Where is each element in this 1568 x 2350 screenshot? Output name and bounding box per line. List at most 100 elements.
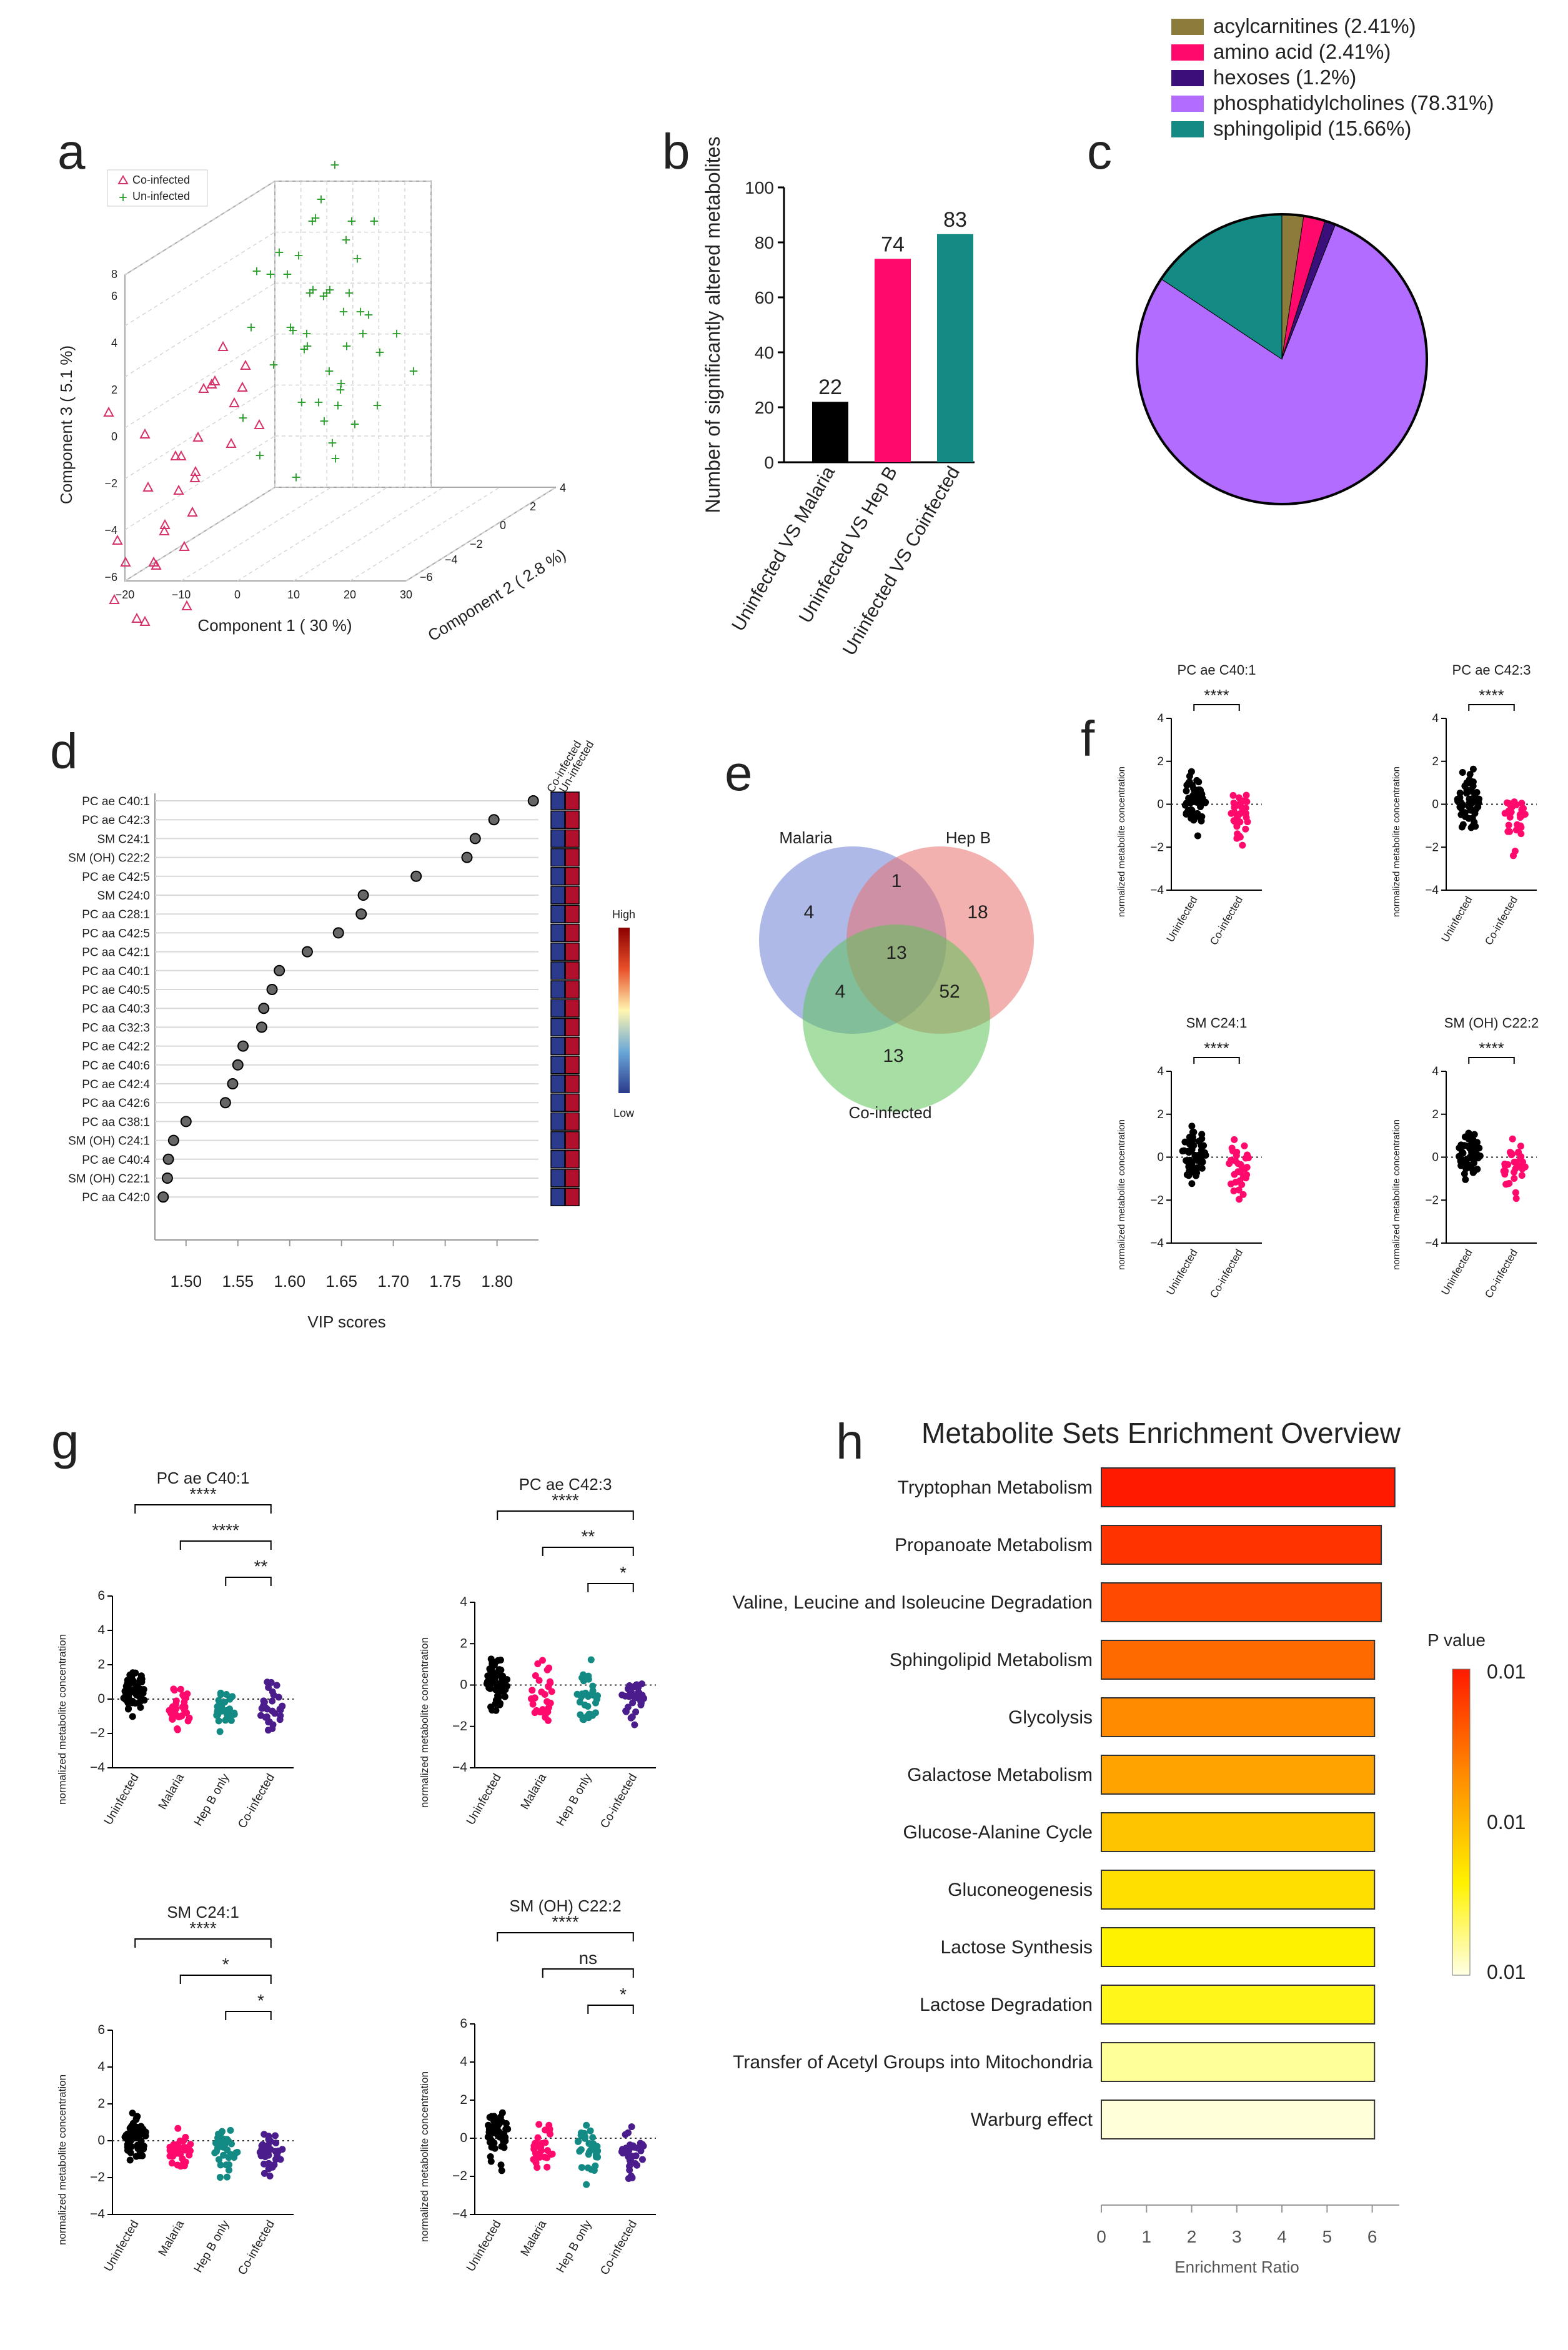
heatmap-cell-un-infected (565, 867, 580, 886)
point-un-infected: + (347, 212, 356, 231)
y-tick-label: 2 (460, 2093, 467, 2107)
data-point (261, 1698, 268, 1706)
data-point (528, 1687, 536, 1694)
data-point (627, 1714, 635, 1722)
data-point (138, 1678, 146, 1686)
significance-label: **** (189, 1484, 217, 1504)
data-point (1472, 1152, 1480, 1159)
heatmap-cell-un-infected (565, 905, 580, 923)
panel-letter-g: g (51, 1414, 79, 1469)
point-un-infected: + (319, 287, 328, 305)
significance-label: **** (552, 1490, 579, 1510)
data-point (593, 1695, 600, 1703)
group-label: Malaria (156, 1772, 187, 1812)
data-point (1472, 805, 1480, 813)
point-co-infected (229, 397, 240, 407)
data-point (1237, 1161, 1244, 1168)
data-point (587, 1691, 594, 1698)
group-label: Hep B only (554, 2218, 595, 2275)
vip-point (469, 833, 481, 845)
venn-label-malaria: Malaria (779, 828, 833, 847)
group-label: Uninfected (1439, 895, 1475, 944)
data-point (1189, 1128, 1196, 1136)
data-point (1196, 788, 1204, 796)
data-point (497, 2161, 505, 2169)
metabolite-label: PC ae C42:3 (82, 814, 150, 827)
y-tick-label: −4 (90, 1760, 105, 1775)
group-label: Co-infected (236, 1772, 277, 1831)
y-tick-label: 2 (1432, 1108, 1439, 1121)
heatmap-cell-un-infected (565, 1169, 580, 1187)
data-point (221, 2135, 228, 2143)
data-point (174, 2161, 181, 2169)
x-tick-label: 1.50 (170, 1272, 202, 1291)
data-point (172, 1711, 179, 1718)
heatmap-cell-co-infected (550, 886, 565, 905)
colorbar-label-top: 0.01 (1487, 1660, 1526, 1683)
metabolite-label: PC aa C40:3 (82, 1003, 150, 1016)
subplot-title: SM (OH) C22:2 (509, 1896, 621, 1915)
data-point (535, 1677, 543, 1684)
significance-bracket (497, 1932, 634, 1941)
data-point (1179, 1148, 1186, 1155)
data-point (640, 2142, 647, 2149)
grid-line (124, 282, 275, 377)
data-point (218, 1707, 226, 1715)
vip-point (266, 984, 278, 995)
significance-label: * (620, 1985, 627, 2004)
heatmap-cell-co-infected (550, 1131, 565, 1150)
significance-bracket (542, 1547, 634, 1556)
y-axis-label: normalized metabolite concentration (56, 1634, 68, 1805)
data-point (266, 2173, 274, 2180)
group-label: Co-infected (1482, 1247, 1520, 1301)
point-co-infected (209, 375, 221, 385)
point-co-infected (173, 484, 184, 495)
bar-2 (875, 259, 911, 462)
point-co-infected (120, 556, 131, 567)
x-tick-label: 1.65 (325, 1272, 357, 1291)
panel-a-legend: Co-infected + Un-infected (107, 169, 208, 207)
point-un-infected: + (302, 324, 311, 343)
data-point (265, 2151, 272, 2159)
y-tick: 4 (560, 482, 566, 494)
data-point (587, 2166, 595, 2173)
data-point (1512, 1189, 1519, 1196)
venn-label-coinfected: Co-infected (849, 1103, 932, 1122)
subplot-title: PC ae C42:3 (1452, 662, 1531, 678)
heatmap-cell-un-infected (565, 1150, 580, 1169)
data-point (580, 1677, 587, 1685)
metabolite-label: PC aa C32:3 (82, 1021, 150, 1034)
point-un-infected: + (358, 324, 367, 343)
x-tick-label: 4 (1277, 2227, 1287, 2246)
data-point (1243, 1164, 1251, 1171)
y-tick-label: −4 (90, 2207, 105, 2221)
subplot-title: PC ae C42:3 (519, 1475, 612, 1494)
data-point (499, 2136, 507, 2143)
significance-label: **** (1479, 1039, 1504, 1058)
data-point (137, 1703, 144, 1711)
data-point (271, 1710, 279, 1717)
data-point (137, 1672, 145, 1680)
point-un-infected: + (294, 246, 303, 265)
panel-c-pie (1136, 213, 1428, 505)
y-tick-label: −4 (1425, 884, 1439, 897)
y-tick-label: 0 (1432, 798, 1439, 811)
data-point (1472, 823, 1479, 830)
grid-line (124, 384, 275, 480)
heatmap-cell-co-infected (550, 848, 565, 867)
data-point (1466, 771, 1474, 778)
y-tick-label: 2 (460, 1636, 467, 1650)
data-point (1512, 1195, 1520, 1202)
dot-plot: −4 −2 0 2 4 6 Uninfected Malaria Hep B only Co-in… (56, 1469, 294, 1831)
x-tick-label: 1 (1141, 2227, 1151, 2246)
data-point (1195, 1138, 1203, 1145)
data-point (177, 1685, 184, 1693)
data-point (589, 2134, 597, 2141)
enrichment-bar (1101, 1870, 1376, 1910)
group-label: Uninfected (1439, 1247, 1475, 1297)
z-tick: −2 (104, 477, 117, 490)
data-point (133, 2124, 141, 2132)
panel-letter-e: e (725, 745, 753, 801)
